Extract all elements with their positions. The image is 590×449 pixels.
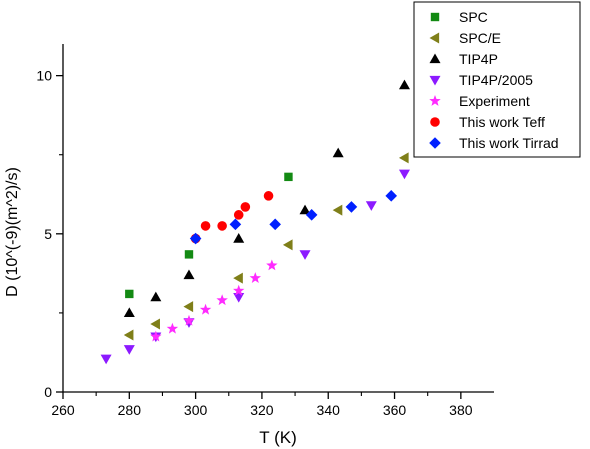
legend-label: TIP4P/2005: [459, 72, 533, 88]
y-axis-label: D (10^(-9)(m^2)/s): [4, 167, 21, 297]
legend-box: [413, 1, 581, 158]
data-point: [233, 292, 245, 303]
x-tick-label: 340: [317, 402, 341, 418]
y-tick-label: 10: [36, 68, 52, 84]
axes: 260 280 300 320 340 360 380 0 5 10: [36, 44, 494, 418]
data-point: [184, 250, 194, 259]
data-point: [233, 233, 245, 243]
data-point: [299, 204, 311, 215]
data-point: [200, 221, 211, 231]
legend-label: SPC: [459, 9, 488, 25]
data-point: [189, 232, 202, 245]
data-point: [345, 201, 358, 213]
data-point: [217, 221, 227, 231]
data-point: [240, 202, 251, 212]
data-point: [385, 190, 398, 202]
x-tick-label: 260: [51, 402, 75, 418]
legend-item: Experiment: [429, 93, 530, 109]
data-point: [398, 152, 409, 164]
legend-marker: [429, 32, 440, 44]
data-point: [263, 191, 274, 201]
data-point: [233, 210, 244, 220]
x-tick-label: 280: [118, 402, 142, 418]
x-tick-label: 380: [449, 402, 473, 418]
data-point: [183, 269, 195, 280]
data-point: [365, 201, 377, 211]
series-this-work-tirrad: [189, 190, 398, 245]
data-point: [199, 303, 212, 315]
legend: SPC SPC/E TIP4P TIP4P/2005 Experiment This wo…: [413, 1, 581, 158]
data-point: [123, 329, 134, 341]
data-point: [183, 314, 195, 326]
series-experiment: [150, 259, 278, 342]
legend-marker: [430, 12, 440, 22]
data-point: [150, 330, 162, 342]
legend-item: SPC: [430, 9, 488, 25]
legend-label: Experiment: [459, 93, 530, 109]
data-point: [284, 172, 293, 182]
series-spc: [125, 172, 293, 299]
data-point: [305, 209, 318, 221]
data-point: [123, 345, 135, 355]
data-point: [269, 218, 281, 231]
legend-item: This work Teff: [430, 114, 545, 130]
data-point: [266, 259, 278, 271]
data-point: [249, 272, 261, 283]
x-tick-label: 300: [184, 402, 208, 418]
data-point: [398, 169, 410, 180]
legend-item: SPC/E: [429, 30, 501, 46]
legend-label: TIP4P: [459, 51, 498, 67]
legend-marker: [430, 117, 440, 127]
data-point: [229, 218, 242, 231]
legend-label: This work Teff: [459, 114, 545, 130]
legend-marker: [429, 95, 441, 106]
legend-marker: [429, 53, 441, 64]
data-point: [123, 307, 135, 318]
data-point: [125, 289, 134, 299]
y-tick-label: 5: [44, 226, 52, 242]
data-point: [150, 291, 162, 302]
data-point: [233, 284, 245, 296]
data-point: [332, 204, 343, 216]
x-tick-label: 360: [383, 402, 407, 418]
data-point: [166, 322, 179, 334]
x-axis-label: T (K): [259, 428, 296, 447]
data-point: [100, 354, 112, 365]
legend-marker: [429, 137, 441, 149]
data-point: [332, 147, 344, 158]
data-point: [183, 301, 194, 313]
data-point: [150, 318, 160, 330]
data-point: [299, 250, 311, 260]
y-tick-label: 0: [44, 384, 52, 400]
legend-item: This work Tirrad: [429, 135, 559, 151]
data-marks: [100, 79, 410, 365]
series-tip4p: [123, 79, 410, 318]
data-point: [233, 272, 243, 284]
series-spc-e: [123, 152, 409, 341]
legend-label: This work Tirrad: [459, 135, 559, 151]
data-point: [216, 294, 228, 306]
legend-label: SPC/E: [459, 30, 501, 46]
x-tick-label: 320: [250, 402, 274, 418]
legend-item: TIP4P/2005: [429, 72, 533, 88]
data-point: [398, 79, 410, 90]
data-point: [282, 239, 293, 251]
legend-marker: [429, 75, 441, 86]
legend-item: TIP4P: [429, 51, 498, 67]
